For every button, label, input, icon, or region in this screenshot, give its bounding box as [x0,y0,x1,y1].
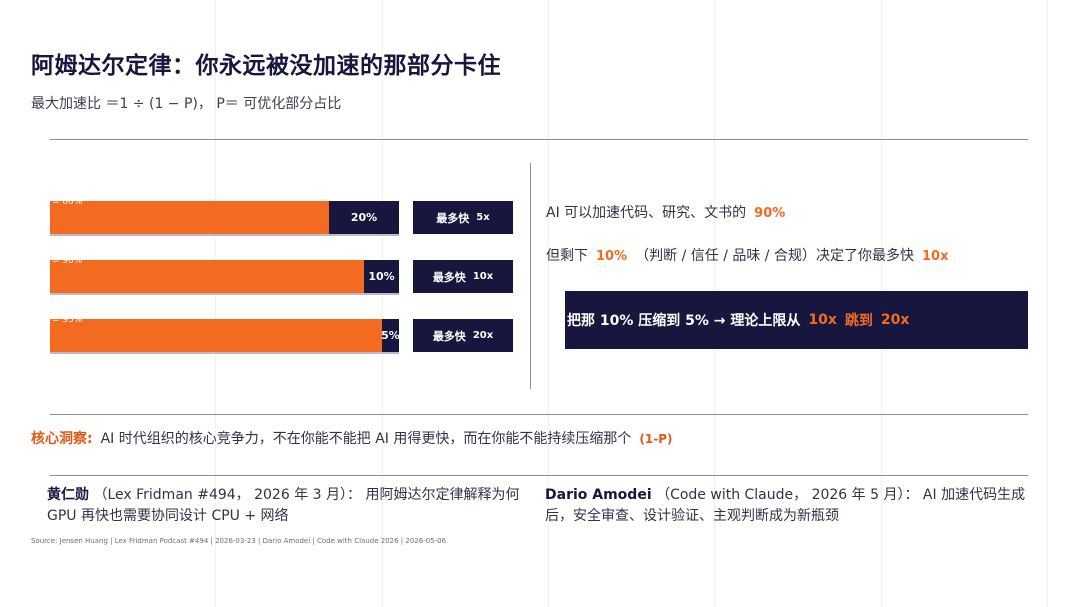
bar-fill [50,319,382,352]
quote-speaker: 黄仁勋 [47,487,89,503]
bar-remainder: 5% [381,319,400,352]
background-grid-line [382,0,383,607]
callout-from: 10x [808,312,837,328]
background-grid-line [548,0,549,607]
speed-prefix: 最多快 [432,270,466,284]
bar-remainder: 20% [329,201,399,234]
quote-text: （Code with Claude， 2026 年 5 月）： AI 加速代码生… [545,487,1026,524]
statement-speed: 10x [921,249,949,264]
insight-label: 核心洞察: [31,431,93,447]
page-subtitle: 最大加速比 ＝1 ÷ (1 − P)， P＝ 可优化部分占比 [31,96,342,112]
insight-term: (1-P) [639,432,673,446]
speed-box-5x: 最多快 5x [413,201,513,234]
speed-value: 10x [472,271,494,282]
bar-label: = 95% [52,315,83,325]
statement-text: AI 可以加速代码、研究、文书的 [546,205,747,221]
speed-prefix: 最多快 [432,329,466,343]
speed-value: 20x [472,330,494,341]
speed-box-10x: 最多快 10x [413,260,513,293]
statement-value: 90% [754,206,786,221]
core-insight: 核心洞察: AI 时代组织的核心竞争力，不在你能不能把 AI 用得更快，而在你能不… [31,428,672,448]
statement-ai-accelerate: AI 可以加速代码、研究、文书的 90% [546,202,785,222]
background-grid-line [215,0,216,607]
bar-label: = 80% [52,197,83,207]
callout-mid: 跳到 [844,313,873,329]
bar-fill [50,260,364,293]
divider-bottom [50,475,1028,476]
callout-box: 把那 10% 压缩到 5% → 理论上限从 10x 跳到 20x [565,291,1028,349]
quote-text: （Lex Fridman #494， 2026 年 3 月）： 用阿姆达尔定律解… [47,487,520,524]
statement-text: （判断 / 信任 / 品味 / 合规）决定了你最多快 [635,248,914,264]
quote-speaker: Dario Amodei [545,487,652,503]
divider-middle [50,414,1028,415]
quote-dario: Dario Amodei （Code with Claude， 2026 年 5… [545,485,1050,527]
statement-prefix: 但剩下 [546,248,588,264]
bar-remainder: 10% [364,260,399,293]
statement-value: 10% [596,249,628,264]
statement-remaining: 但剩下 10% （判断 / 信任 / 品味 / 合规）决定了你最多快 10x [546,245,948,265]
divider-top [50,139,1028,140]
speed-box-20x: 最多快 20x [413,319,513,352]
callout-prefix: 把那 10% 压缩到 5% → 理论上限从 [567,313,801,329]
callout-to: 20x [880,312,910,328]
speed-value: 5x [476,212,490,223]
bar-fill [50,201,329,234]
bar-label: = 90% [52,256,83,266]
quote-jensen: 黄仁勋 （Lex Fridman #494， 2026 年 3 月）： 用阿姆达… [47,485,544,527]
background-grid-line [1047,0,1048,607]
divider-vertical [530,163,531,389]
source-note: Source: Jensen Huang | Lex Fridman Podca… [31,537,447,545]
insight-text: AI 时代组织的核心竞争力，不在你能不能把 AI 用得更快，而在你能不能持续压缩… [100,431,632,447]
page-title: 阿姆达尔定律：你永远被没加速的那部分卡住 [31,53,501,79]
speed-prefix: 最多快 [436,211,470,225]
